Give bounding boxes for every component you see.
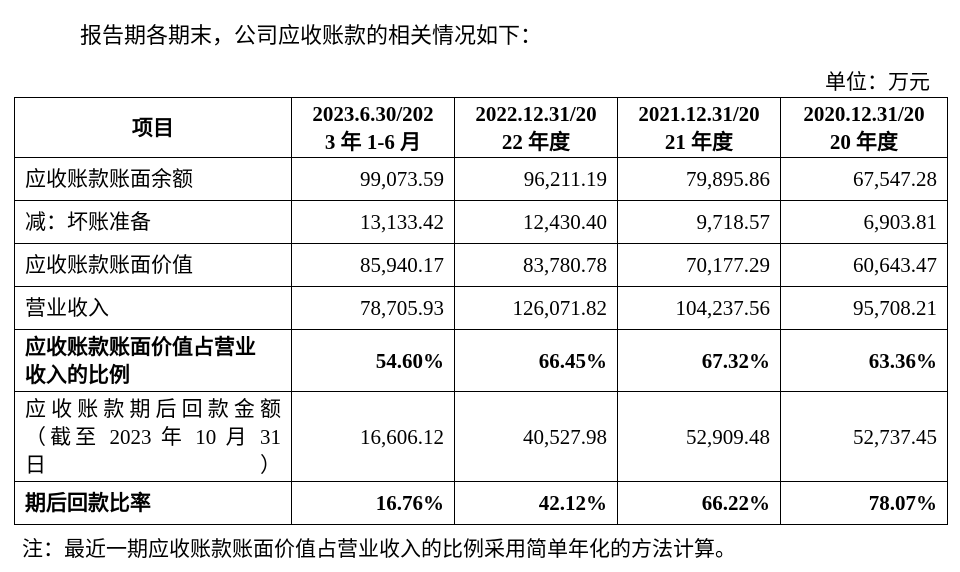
table-body: 应收账款账面余额 99,073.59 96,211.19 79,895.86 67,54…	[14, 157, 948, 525]
row-label: 应收账款账面价值占营业 收入的比例	[14, 329, 292, 392]
header-cell: 2022.12.31/20 22 年度	[454, 97, 618, 158]
row-label: 减：坏账准备	[14, 200, 292, 244]
table-row: 应收账款账面余额 99,073.59 96,211.19 79,895.86 67,54…	[14, 157, 948, 201]
value-cell: 67.32%	[617, 329, 781, 392]
value-cell: 83,780.78	[454, 243, 618, 287]
header-cell: 项目	[14, 97, 292, 158]
table-row: 应收账款期后回款金额 （截至 2023 年 10 月 31 日） 16,606.12 4…	[14, 391, 948, 482]
footnote: 注：最近一期应收账款账面价值占营业收入的比例采用简单年化的方法计算。	[22, 537, 736, 561]
value-cell: 126,071.82	[454, 286, 618, 330]
value-cell: 60,643.47	[780, 243, 948, 287]
value-cell: 104,237.56	[617, 286, 781, 330]
row-label: 营业收入	[14, 286, 292, 330]
table-row: 应收账款账面价值 85,940.17 83,780.78 70,177.29 60,64…	[14, 243, 948, 287]
cell-line: 2023.6.30/202	[312, 101, 434, 126]
cell-line: 21 年度	[664, 129, 734, 154]
value-cell: 95,708.21	[780, 286, 948, 330]
value-cell: 54.60%	[291, 329, 455, 392]
value-cell: 66.22%	[617, 481, 781, 525]
value-cell: 13,133.42	[291, 200, 455, 244]
value-cell: 52,737.45	[780, 391, 948, 482]
cell-line: （截至 2023 年 10 月 31	[25, 424, 281, 449]
value-cell: 16.76%	[291, 481, 455, 525]
row-label: 应收账款账面余额	[14, 157, 292, 201]
cell-line: 应收账款账面价值	[25, 253, 193, 277]
header-row: 项目 2023.6.30/202 3 年 1-6 月 2022.12.31/20 22 …	[14, 97, 948, 158]
value-cell: 96,211.19	[454, 157, 618, 201]
value-cell: 78.07%	[780, 481, 948, 525]
table-row: 期后回款比率 16.76% 42.12% 66.22% 78.07%	[14, 481, 948, 525]
receivables-table: 项目 2023.6.30/202 3 年 1-6 月 2022.12.31/20 22 …	[14, 97, 948, 525]
value-cell: 42.12%	[454, 481, 618, 525]
value-cell: 6,903.81	[780, 200, 948, 244]
cell-line: 营业收入	[25, 296, 109, 320]
cell-line: 应收账款期后回款金额	[25, 396, 281, 421]
value-cell: 67,547.28	[780, 157, 948, 201]
cell-line: 20 年度	[829, 129, 899, 154]
row-label: 应收账款账面价值	[14, 243, 292, 287]
value-cell: 78,705.93	[291, 286, 455, 330]
cell-line: 应收账款账面价值占营业	[25, 334, 256, 359]
value-cell: 52,909.48	[617, 391, 781, 482]
cell-line: 3 年 1-6 月	[324, 129, 422, 154]
cell-line: 22 年度	[501, 129, 571, 154]
cell-line: 减：坏账准备	[25, 210, 151, 234]
table-row: 减：坏账准备 13,133.42 12,430.40 9,718.57 6,903.81	[14, 200, 948, 244]
header-cell: 2023.6.30/202 3 年 1-6 月	[291, 97, 455, 158]
row-label: 应收账款期后回款金额 （截至 2023 年 10 月 31 日）	[14, 391, 292, 482]
cell-line: 应收账款账面余额	[25, 167, 193, 191]
value-cell: 66.45%	[454, 329, 618, 392]
cell-line: 收入的比例	[25, 362, 130, 387]
table-header: 项目 2023.6.30/202 3 年 1-6 月 2022.12.31/20 22 …	[14, 97, 948, 158]
value-cell: 79,895.86	[617, 157, 781, 201]
unit-label: 单位：万元	[825, 70, 930, 94]
value-cell: 63.36%	[780, 329, 948, 392]
header-cell: 2021.12.31/20 21 年度	[617, 97, 781, 158]
cell-line: 日）	[25, 452, 281, 477]
cell-line: 2021.12.31/20	[638, 101, 760, 126]
value-cell: 9,718.57	[617, 200, 781, 244]
value-cell: 12,430.40	[454, 200, 618, 244]
cell-line: 期后回款比率	[25, 491, 151, 515]
cell-line: 项目	[132, 115, 174, 140]
cell-line: 2020.12.31/20	[803, 101, 925, 126]
value-cell: 40,527.98	[454, 391, 618, 482]
intro-text: 报告期各期末，公司应收账款的相关情况如下：	[80, 23, 543, 48]
header-cell: 2020.12.31/20 20 年度	[780, 97, 948, 158]
value-cell: 70,177.29	[617, 243, 781, 287]
value-cell: 85,940.17	[291, 243, 455, 287]
table-row: 应收账款账面价值占营业 收入的比例 54.60% 66.45% 67.32% 63.36%	[14, 329, 948, 392]
value-cell: 16,606.12	[291, 391, 455, 482]
cell-line: 2022.12.31/20	[475, 101, 597, 126]
value-cell: 99,073.59	[291, 157, 455, 201]
row-label: 期后回款比率	[14, 481, 292, 525]
table-row: 营业收入 78,705.93 126,071.82 104,237.56 95,708.…	[14, 286, 948, 330]
